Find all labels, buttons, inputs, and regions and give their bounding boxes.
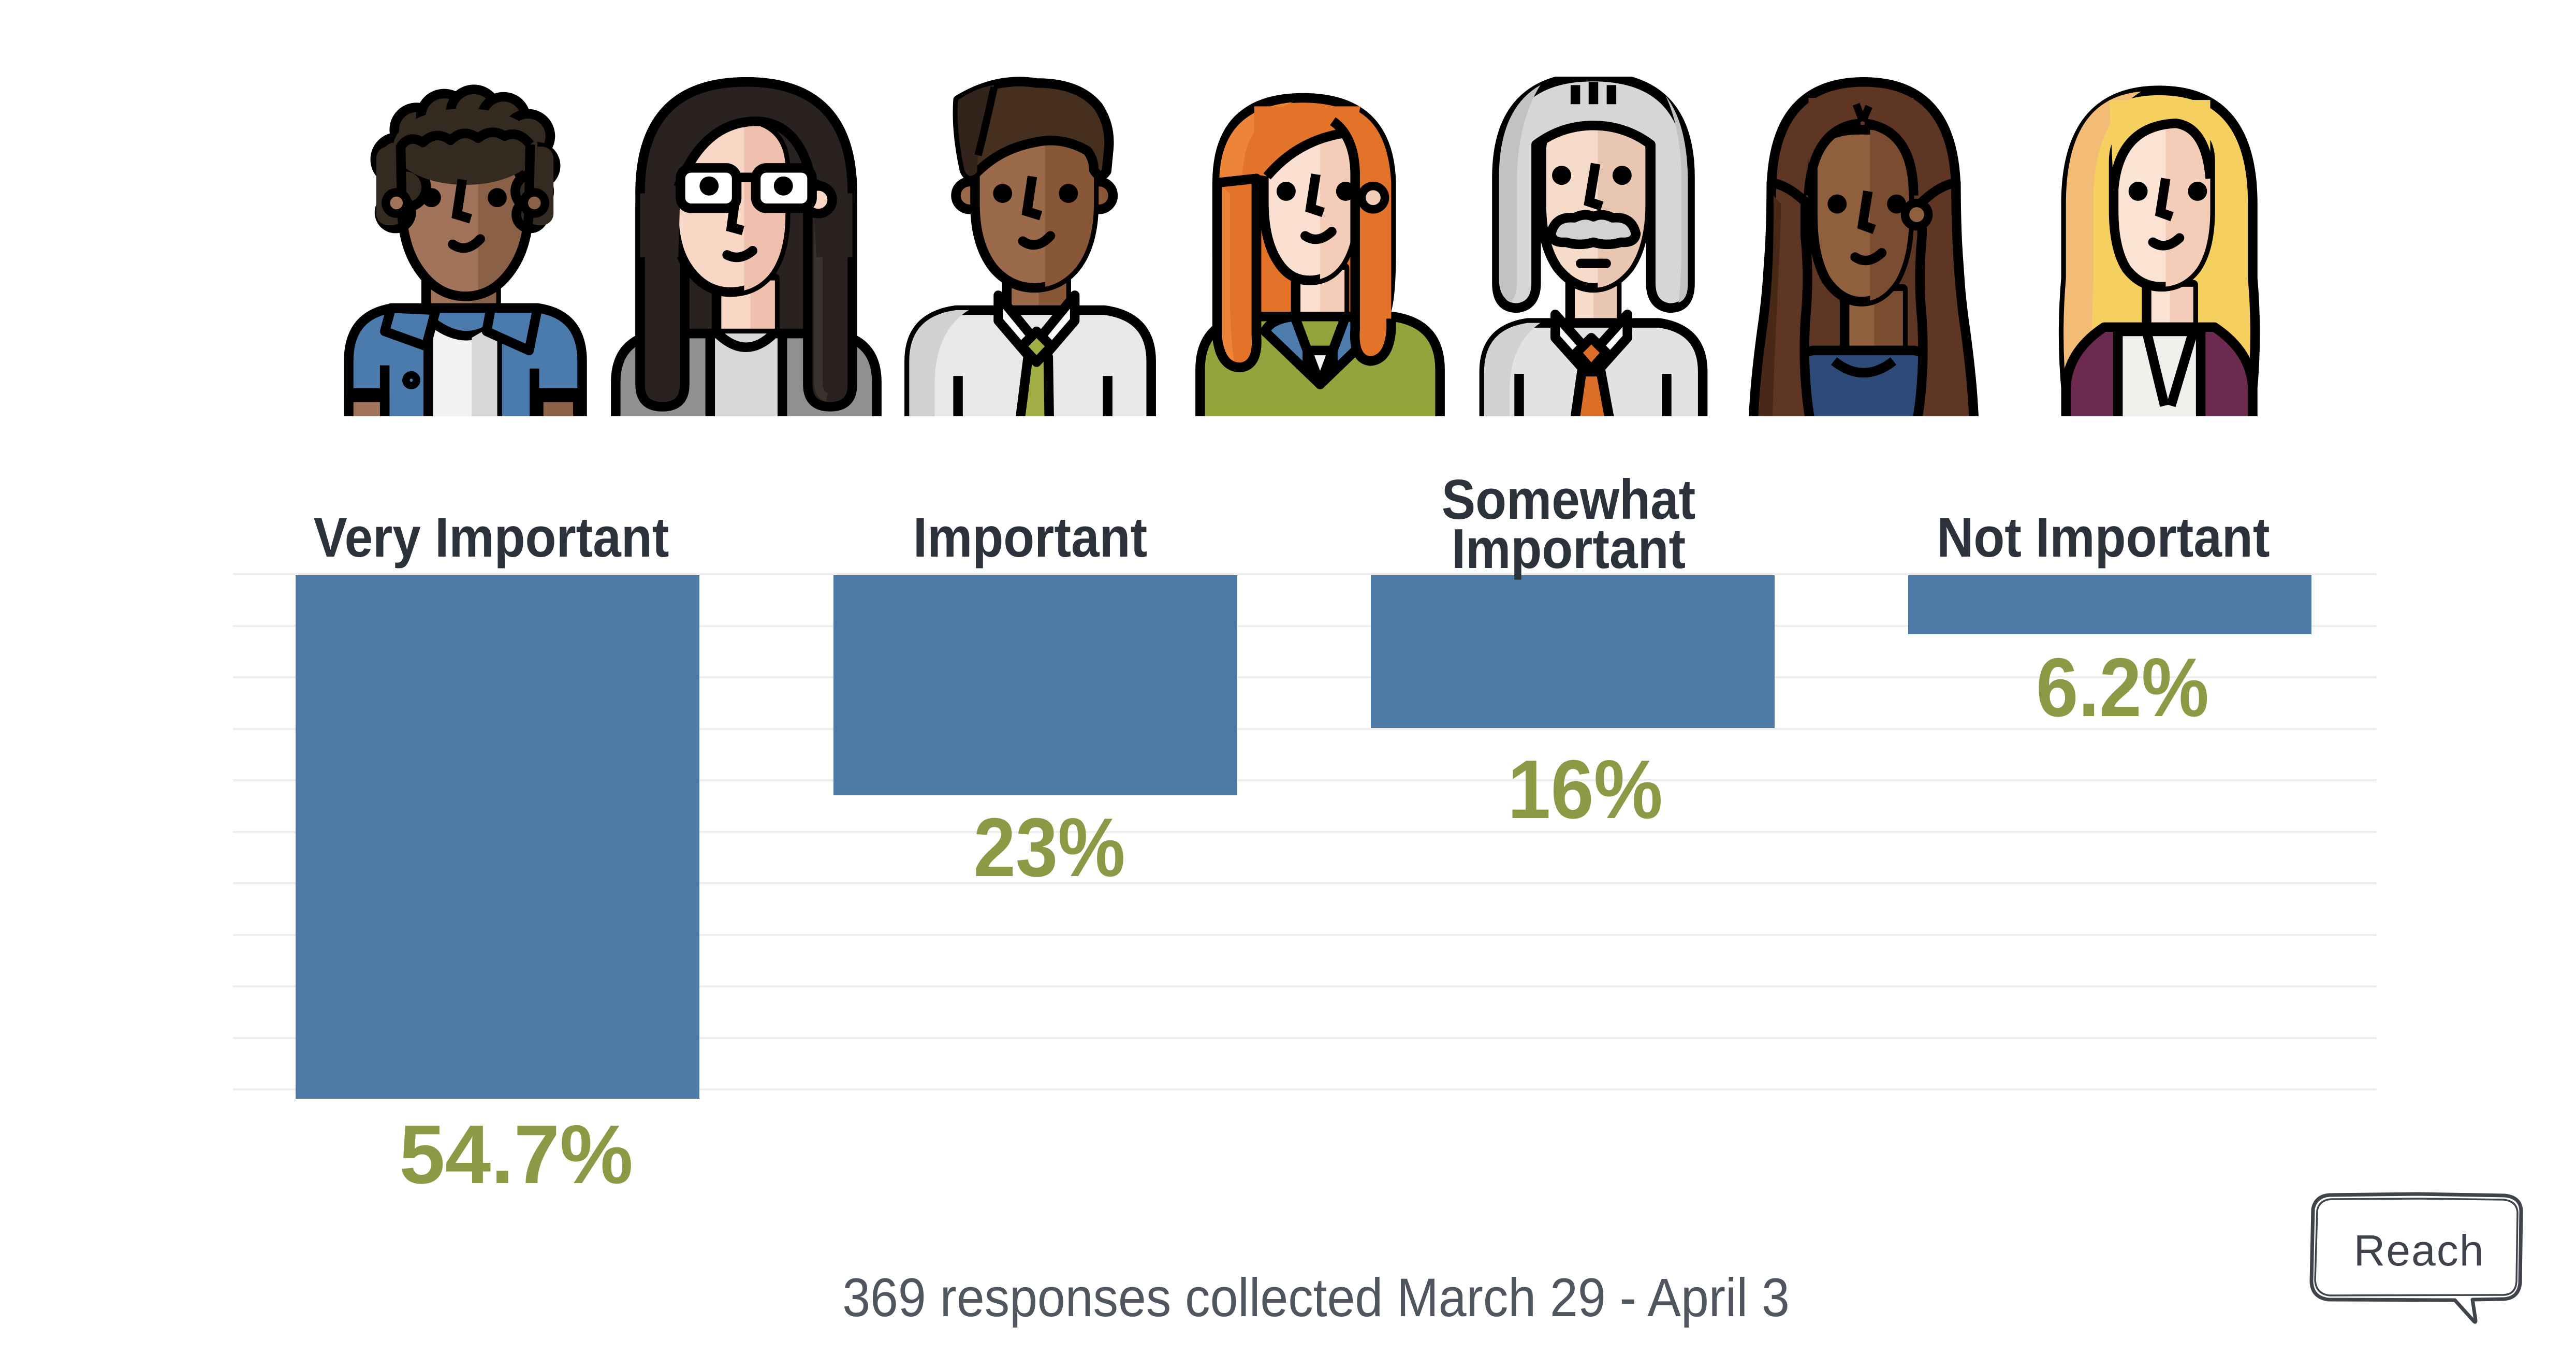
svg-text:Reach: Reach bbox=[2354, 1226, 2485, 1275]
